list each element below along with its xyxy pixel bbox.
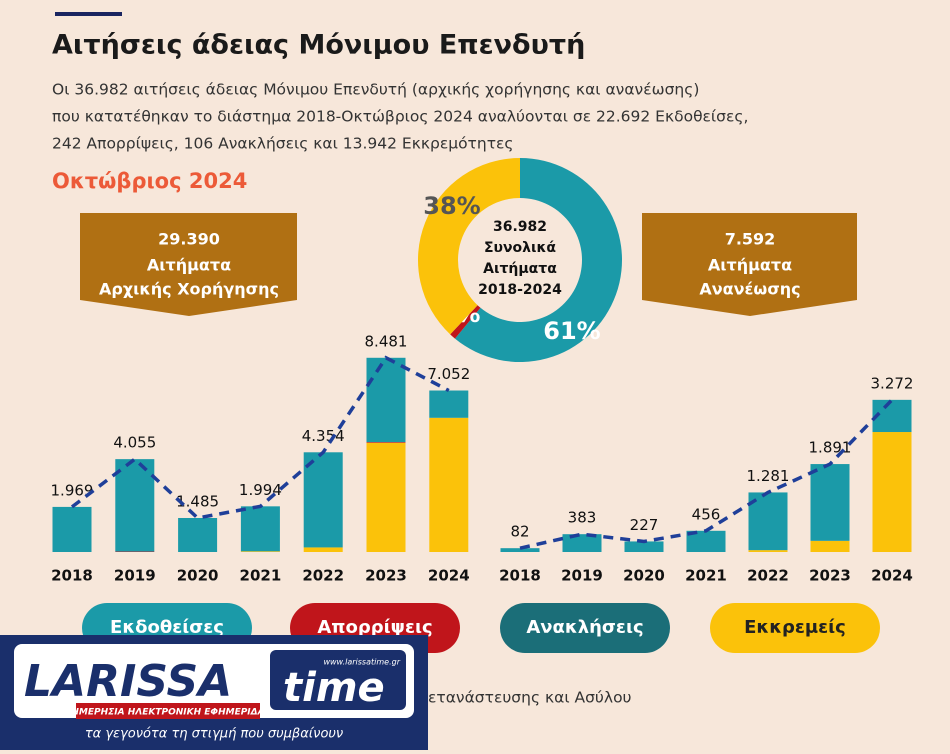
total-label: 383 [568, 509, 597, 527]
bar-segment [749, 550, 788, 552]
total-label: 1.891 [809, 439, 852, 457]
x-tick-label: 2022 [302, 567, 344, 585]
x-tick-label: 2019 [114, 567, 156, 585]
bar-segment [115, 459, 154, 551]
logo: LARISSA time www.larissatime.gr ΗΜΕΡΗΣΙΑ… [0, 635, 428, 750]
bar-segment [429, 391, 468, 418]
bar-segment [241, 551, 280, 552]
x-tick-label: 2022 [747, 567, 789, 585]
donut-center: 2018-2024 [478, 282, 562, 298]
donut-center: 36.982 [493, 219, 547, 235]
legend-label: Εκκρεμείς [744, 617, 846, 638]
x-tick-label: 2024 [871, 567, 913, 585]
legend-label: Απορρίψεις [317, 617, 432, 638]
box-text: 7.592 [725, 230, 776, 249]
total-label: 8.481 [365, 332, 408, 350]
donut-center: Συνολικά [484, 240, 556, 256]
logo-name: LARISSA [24, 656, 232, 707]
x-tick-label: 2018 [51, 567, 93, 585]
x-tick-label: 2021 [685, 567, 727, 585]
slice-label: 38% [423, 192, 480, 220]
bar-segment [367, 443, 406, 552]
x-tick-label: 2023 [365, 567, 407, 585]
total-label: 456 [692, 505, 721, 523]
x-tick-label: 2024 [428, 567, 470, 585]
logo-url: www.larissatime.gr [323, 658, 400, 667]
logo-tagline: τα γεγονότα τη στιγμή που συμβαίνουν [85, 727, 343, 742]
logo-strap: ΗΜΕΡΗΣΙΑ ΗΛΕΚΤΡΟΝΙΚΗ ΕΦΗΜΕΡΙΔΑ [71, 708, 264, 718]
total-label: 1.281 [747, 467, 790, 485]
box-text: Αιτήματα [708, 256, 792, 275]
slice-label: 61% [543, 317, 600, 345]
bar-segment [429, 418, 468, 552]
total-label: 3.272 [871, 374, 914, 392]
x-tick-label: 2021 [240, 567, 282, 585]
bar-segment [304, 547, 343, 552]
total-label: 7.052 [427, 365, 470, 383]
total-label: 4.055 [113, 434, 156, 452]
x-tick-label: 2020 [623, 567, 665, 585]
legend-label: Ανακλήσεις [526, 617, 643, 638]
bar-segment [367, 442, 406, 443]
bar-segment [501, 548, 540, 552]
donut-center: Αιτήματα [483, 261, 557, 277]
source: ετανάστευσης και Ασύλου [428, 689, 632, 707]
total-label: 1.485 [176, 492, 219, 510]
x-tick-label: 2018 [499, 567, 541, 585]
logo-time: time [283, 665, 385, 711]
bar-segment [304, 452, 343, 547]
bar-segment [241, 506, 280, 551]
x-tick-label: 2019 [561, 567, 603, 585]
bar-segment [811, 541, 850, 552]
total-label: 1.994 [239, 481, 282, 499]
box-text: Αιτήματα [147, 256, 231, 275]
title: Αιτήσεις άδειας Μόνιμου Επενδυτή [52, 30, 585, 61]
intro-line: που κατατέθηκαν το διάστημα 2018-Οκτώβρι… [52, 108, 748, 126]
x-tick-label: 2023 [809, 567, 851, 585]
bar-segment [811, 464, 850, 541]
legend-label: Εκδοθείσες [110, 617, 224, 638]
x-tick-label: 2020 [177, 567, 219, 585]
bar-segment [178, 518, 217, 552]
box-text: Ανανέωσης [699, 280, 800, 299]
bar-segment [873, 432, 912, 552]
date: Οκτώβριος 2024 [52, 169, 247, 193]
intro-line: Οι 36.982 αιτήσεις άδειας Μόνιμου Επενδυ… [52, 81, 699, 99]
accent-bar [55, 12, 122, 16]
box-text: Αρχικής Χορήγησης [99, 280, 279, 299]
total-label: 82 [510, 523, 529, 541]
bar-segment [53, 507, 92, 552]
box-text: 29.390 [158, 230, 220, 249]
total-label: 227 [630, 516, 659, 534]
intro-line: 242 Απορρίψεις, 106 Ανακλήσεις και 13.94… [52, 135, 514, 153]
total-label: 4.354 [302, 427, 345, 445]
bar-segment [367, 358, 406, 442]
